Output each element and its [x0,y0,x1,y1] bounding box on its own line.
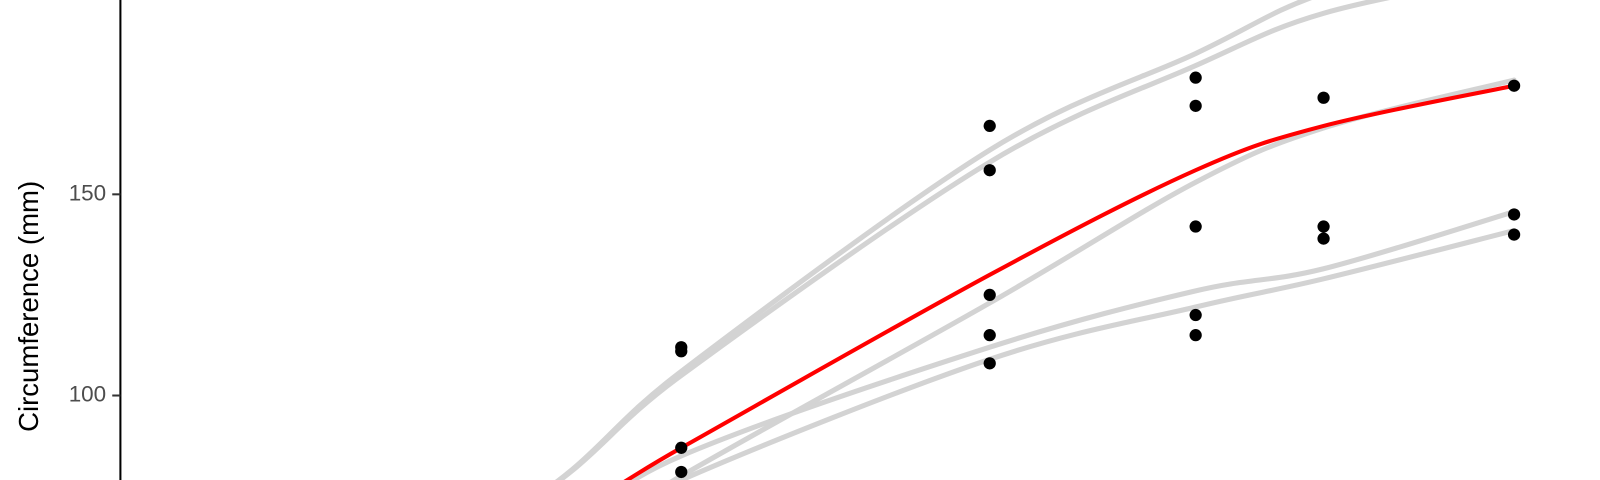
data-point [1317,232,1330,245]
y-axis-title: Circumference (mm) [13,181,44,432]
data-point [983,119,996,133]
data-point [1507,208,1521,221]
data-point [983,357,996,370]
fit-curve [623,83,1517,480]
data-point [983,164,996,177]
fit-curve [628,209,1517,480]
data-point [1317,220,1330,233]
data-point [1189,329,1202,342]
fit-curve [555,0,1390,480]
data-point [1189,71,1202,84]
plot-area [554,0,1521,480]
data-point [1189,220,1202,233]
fit-curve [554,0,1312,480]
data-point [1189,99,1202,112]
data-point [1507,79,1521,92]
data-point [983,329,996,342]
data-point [1189,308,1202,322]
fit-curve [675,227,1517,480]
data-point [1317,91,1330,104]
data-point [675,441,688,454]
y-tick-label: 200 [69,0,106,4]
y-tick-label: 100 [69,381,106,406]
data-point [675,465,688,479]
data-point [1507,228,1521,241]
y-tick-label: 150 [69,180,106,205]
data-point [983,288,996,302]
data-point [675,341,688,354]
